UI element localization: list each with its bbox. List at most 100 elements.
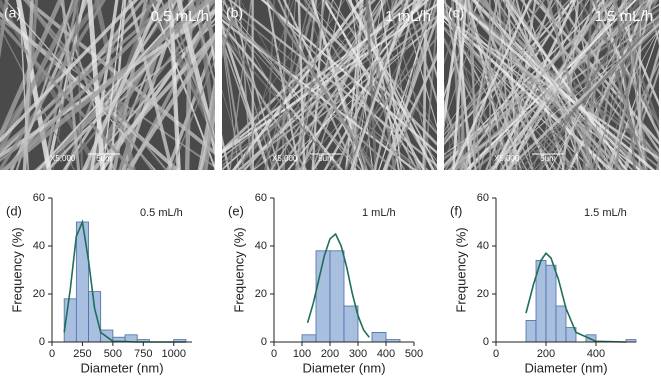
magnification: X5,000 [272, 154, 298, 163]
fiber [252, 0, 374, 170]
fiber [37, 0, 194, 170]
fiber [299, 7, 437, 170]
bar [371, 331, 387, 343]
condition-label: 1 mL/h [385, 8, 431, 25]
scale-label: 5um [540, 154, 556, 163]
fiber [167, 0, 215, 146]
sem-image [0, 0, 215, 170]
x-tick-label: 300 [349, 348, 367, 360]
fiber [465, 0, 522, 170]
magnification: X5,000 [50, 154, 76, 163]
fiber [52, 0, 81, 170]
bar [301, 334, 317, 343]
fiber [125, 31, 215, 170]
fibers [214, 0, 437, 180]
annotation: 0.5 mL/h [140, 207, 183, 219]
fiber [75, 0, 83, 170]
fiber [363, 0, 387, 170]
bar [88, 291, 102, 343]
fiber [299, 0, 387, 170]
fiber [240, 0, 294, 170]
annotation: 1 mL/h [362, 207, 396, 219]
fiber [540, 0, 642, 170]
y-tick-label: 20 [477, 288, 489, 300]
fiber [345, 0, 422, 170]
fiber [518, 16, 659, 170]
fiber [493, 0, 538, 170]
y-tick-label: 40 [255, 240, 267, 252]
magnification: X5,000 [494, 154, 520, 163]
fiber [444, 81, 453, 170]
fiber [46, 0, 213, 170]
y-tick-label: 0 [483, 336, 489, 348]
fiber [270, 0, 316, 170]
fit-curve [306, 232, 370, 338]
x-tick-label: 750 [134, 348, 152, 360]
panel-label: (e) [228, 203, 244, 218]
fibers [444, 0, 659, 170]
fiber [591, 0, 648, 170]
fiber [198, 107, 215, 170]
panel-label: (a) [4, 5, 21, 21]
y-axis-title: Frequency (%) [231, 227, 246, 312]
sem-image [444, 0, 659, 170]
bar [545, 264, 557, 343]
fiber [262, 0, 429, 170]
x-tick-label: 100 [293, 348, 311, 360]
y-axis-title: Frequency (%) [9, 227, 24, 312]
fiber [200, 0, 215, 56]
fiber [444, 3, 659, 156]
fiber [380, 0, 402, 170]
x-tick-label: 200 [537, 348, 555, 360]
fiber [412, 0, 437, 80]
fiber [0, 0, 139, 143]
fiber [222, 27, 246, 170]
panel-label: (d) [6, 203, 22, 218]
x-tick-label: 500 [104, 348, 122, 360]
fiber [0, 20, 135, 170]
y-tick-label: 0 [39, 336, 45, 348]
fiber [451, 0, 532, 170]
fiber [107, 0, 178, 170]
fiber [345, 0, 432, 170]
fiber [229, 0, 252, 170]
fiber [373, 0, 417, 170]
fiber [87, 0, 106, 170]
condition-label: 0.5 mL/h [151, 8, 209, 25]
fiber [555, 0, 659, 154]
fiber [444, 40, 551, 170]
fibers [0, 0, 215, 170]
fiber [222, 35, 240, 170]
fit-curve [525, 251, 627, 343]
fiber [197, 75, 215, 170]
fiber [359, 0, 437, 133]
fiber [222, 22, 344, 170]
fiber [222, 89, 247, 170]
fiber [222, 0, 419, 153]
fiber [0, 0, 213, 170]
fiber [168, 0, 179, 170]
annotation: 1.5 mL/h [584, 207, 627, 219]
y-tick-label: 20 [33, 288, 45, 300]
fiber [495, 0, 614, 170]
fiber [222, 14, 362, 170]
fiber [222, 0, 318, 170]
bar [329, 250, 345, 343]
x-tick-label: 0 [49, 348, 55, 360]
bar [555, 305, 567, 343]
fiber [612, 0, 659, 141]
fiber [0, 0, 103, 139]
x-axis-title: Diameter (nm) [80, 360, 163, 375]
fiber [222, 32, 308, 170]
panel-label: (c) [448, 5, 464, 21]
fiber [623, 47, 659, 170]
fiber [214, 0, 220, 180]
fiber [296, 0, 326, 170]
fiber [266, 0, 301, 170]
bar [75, 221, 89, 343]
fiber [168, 0, 181, 170]
x-tick-label: 500 [405, 348, 423, 360]
x-tick-label: 1000 [161, 348, 185, 360]
fiber [382, 53, 437, 170]
